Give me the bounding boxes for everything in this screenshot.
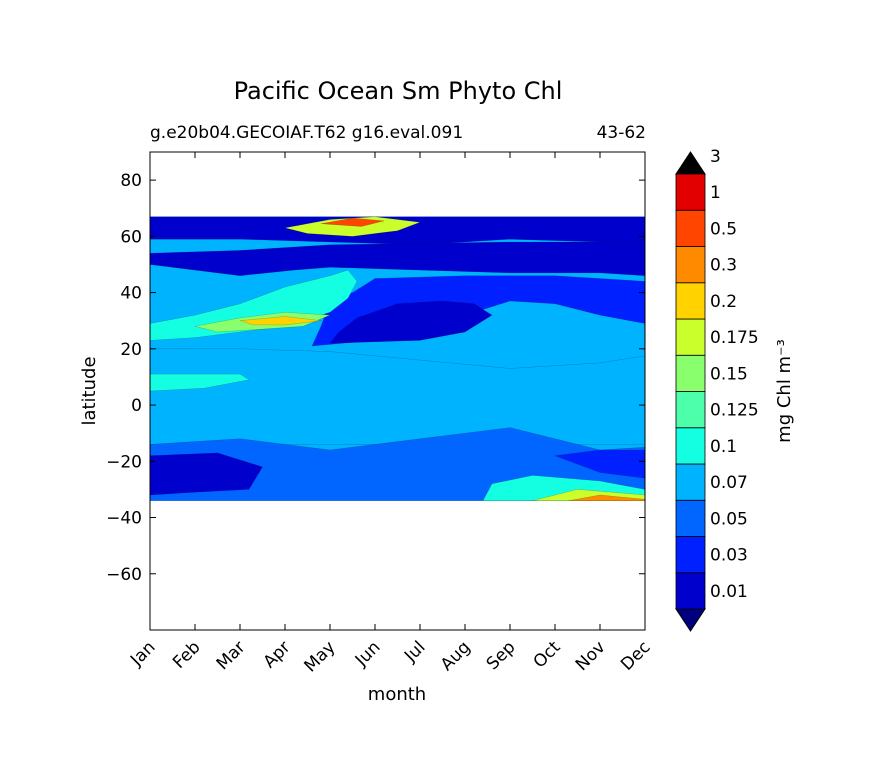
y-tick-label: 60 xyxy=(120,227,142,247)
x-tick-label: Nov xyxy=(572,637,610,675)
y-tick-label: −60 xyxy=(106,565,142,585)
x-tick-label: May xyxy=(301,637,340,676)
colorbar-extend-high xyxy=(675,151,706,175)
plot-frame xyxy=(149,151,646,631)
x-tick-label: Aug xyxy=(437,637,475,675)
contour-region-11 xyxy=(320,217,385,227)
colorbar-segment xyxy=(675,246,706,284)
x-tick-label: Oct xyxy=(530,637,565,672)
x-tick-label: Sep xyxy=(483,637,520,674)
colorbar-tick-label: 0.01 xyxy=(710,582,748,602)
contour-region-4 xyxy=(329,300,493,344)
contour-region-13 xyxy=(150,452,263,496)
x-tick-label: Dec xyxy=(617,637,654,674)
colorbar-tick-label: 0.05 xyxy=(710,509,748,529)
x-tick-label: Jun xyxy=(351,637,385,671)
y-tick-label: −20 xyxy=(106,452,142,472)
colorbar-tick-label: 0.175 xyxy=(710,328,759,348)
contour-region-2 xyxy=(150,241,645,276)
chart-title: Pacific Ocean Sm Phyto Chl xyxy=(234,77,563,105)
contour-region-5 xyxy=(150,348,645,445)
colorbar-segment xyxy=(675,463,706,501)
colorbar-tick-label: 0.1 xyxy=(710,437,737,457)
contour-region-17 xyxy=(568,494,645,501)
y-tick-label: 20 xyxy=(120,340,142,360)
colorbar-tick-label: 0.125 xyxy=(710,401,759,421)
contour-region-7 xyxy=(150,269,358,341)
colorbar-segment xyxy=(675,173,706,211)
colorbar-segment xyxy=(675,391,706,429)
colorbar-tick-label: 0.2 xyxy=(710,292,737,312)
contour-region-9 xyxy=(239,316,322,326)
x-axis-label: month xyxy=(368,684,426,705)
x-tick-label: Jan xyxy=(126,637,159,670)
y-tick-label: −40 xyxy=(106,509,142,529)
contour-region-6 xyxy=(150,373,250,392)
contour-region-10 xyxy=(284,216,421,237)
colorbar-tick-label: 3 xyxy=(710,147,721,167)
y-tick-label: 40 xyxy=(120,284,142,304)
colorbar-segment xyxy=(675,282,706,320)
colorbar-segment xyxy=(675,209,706,247)
chart-subtitle-left: g.e20b04.GECOIAF.T62 g16.eval.091 xyxy=(150,123,463,143)
contour-field xyxy=(150,216,645,501)
colorbar-tick-label: 0.5 xyxy=(710,219,737,239)
colorbar-tick-label: 0.07 xyxy=(710,473,748,493)
contour-region-14 xyxy=(554,449,645,479)
colorbar-segment xyxy=(675,572,706,610)
y-axis-label: latitude xyxy=(79,356,100,425)
colorbar-tick-label: 1 xyxy=(710,183,721,203)
colorbar-tick-label: 0.03 xyxy=(710,546,748,566)
chart-subtitle-right: 43-62 xyxy=(597,123,646,143)
colorbar-segment xyxy=(675,318,706,356)
contour-region-0 xyxy=(150,216,645,246)
x-tick-label: Jul xyxy=(400,637,429,666)
colorbar-segment xyxy=(675,427,706,465)
colorbar: 0.01 0.03 0.05 0.07 0.1 0.125 0.15 0.175 0.2 0.3 0… xyxy=(675,147,759,632)
x-tick-label: Feb xyxy=(169,637,204,672)
colorbar-segment xyxy=(675,499,706,537)
y-tick-label: 80 xyxy=(120,171,142,191)
colorbar-extend-low xyxy=(675,608,706,632)
y-tick-label: 0 xyxy=(131,396,142,416)
colorbar-tick-label: 0.15 xyxy=(710,364,748,384)
x-tick-label: Mar xyxy=(213,637,250,674)
colorbar-label: mg Chl m⁻³ xyxy=(774,339,795,443)
colorbar-segment xyxy=(675,536,706,574)
colorbar-tick-label: 0.3 xyxy=(710,256,737,276)
y-axis: −60 −40 −20 0 20 40 60 80 xyxy=(106,171,645,585)
colorbar-segment xyxy=(675,354,706,392)
x-tick-label: Apr xyxy=(260,637,295,672)
